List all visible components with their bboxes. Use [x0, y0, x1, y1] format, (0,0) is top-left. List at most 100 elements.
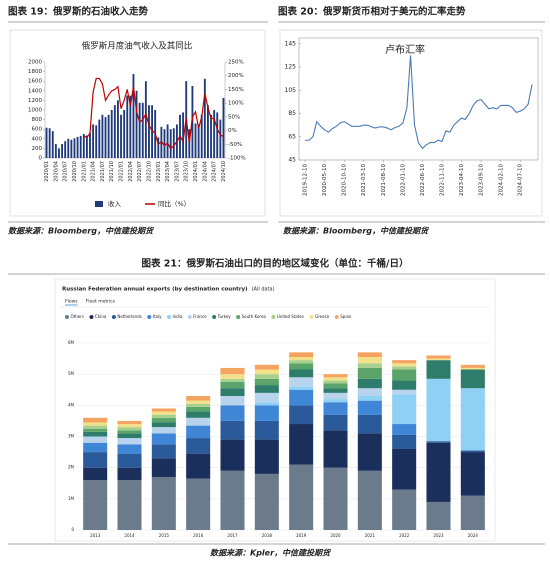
- bar-segment: [254, 405, 279, 421]
- bar-segment: [186, 403, 211, 407]
- bar-segment: [151, 422, 176, 428]
- legend-label[interactable]: Italy: [153, 314, 162, 319]
- bar-segment: [392, 380, 417, 390]
- legend-label[interactable]: China: [95, 314, 107, 319]
- bar-segment: [117, 424, 142, 428]
- bar: [104, 117, 107, 158]
- bar-segment: [254, 364, 279, 370]
- bar-segment: [186, 478, 211, 530]
- y-tick-label: 2000: [28, 60, 42, 66]
- legend-label[interactable]: India: [172, 314, 182, 319]
- bar-segment: [357, 363, 382, 368]
- bar-segment: [289, 360, 314, 364]
- bar: [151, 105, 153, 158]
- legend-swatch: [166, 315, 171, 319]
- bar: [101, 114, 104, 158]
- bar: [172, 128, 175, 158]
- bar: [138, 102, 141, 158]
- bar: [213, 110, 216, 158]
- bar: [182, 112, 185, 158]
- bar-segment: [117, 427, 142, 431]
- x-tick-label: 2020-05-10: [322, 164, 328, 196]
- tab[interactable]: Flows: [65, 299, 78, 305]
- bar: [73, 138, 76, 158]
- bar-segment: [220, 378, 245, 382]
- yoy-line: [83, 77, 224, 150]
- bar: [89, 133, 91, 158]
- bar-segment: [186, 400, 211, 404]
- bar-segment: [289, 424, 314, 465]
- bar-segment: [426, 441, 451, 443]
- y-tick-label: 800: [32, 117, 43, 123]
- bar-segment: [83, 480, 108, 530]
- y-tick-label: 1400: [28, 88, 42, 94]
- bar-segment: [323, 383, 348, 389]
- y-tick-label: 125: [285, 64, 297, 71]
- bar-segment: [117, 467, 142, 481]
- x-tick-label: 2013: [90, 533, 101, 538]
- x-tick-label: 2022: [399, 533, 410, 538]
- legend-label[interactable]: Spain: [340, 314, 352, 319]
- legend-label[interactable]: South Korea: [242, 314, 267, 319]
- bar-segment: [357, 378, 382, 389]
- bar-segment: [426, 358, 451, 361]
- bar-segment: [323, 414, 348, 431]
- legend-label[interactable]: Greece: [315, 314, 330, 319]
- bar-segment: [83, 422, 108, 426]
- bar-segment: [220, 405, 245, 421]
- bar: [216, 112, 219, 158]
- bar: [76, 136, 79, 158]
- legend-swatch: [89, 315, 94, 319]
- bar-segment: [151, 411, 176, 415]
- bar-segment: [254, 439, 279, 474]
- x-tick-label: 2021-08-10: [381, 164, 387, 196]
- legend-swatch: [309, 315, 314, 319]
- bar: [117, 100, 119, 158]
- legend-label[interactable]: Turkey: [217, 314, 232, 319]
- bar-segment: [151, 444, 176, 459]
- bar-segment: [117, 480, 142, 530]
- x-tick-label: 2024/07: [212, 161, 218, 182]
- bar-segment: [186, 453, 211, 479]
- bar: [113, 105, 116, 158]
- x-tick-label: 2021-03-10: [361, 164, 367, 196]
- bar: [144, 81, 147, 158]
- bar-segment: [392, 434, 417, 449]
- bar: [79, 135, 82, 158]
- bar-segment: [357, 400, 382, 415]
- bar-segment: [323, 467, 348, 530]
- bar: [45, 127, 48, 158]
- bar-segment: [323, 430, 348, 468]
- bar-segment: [186, 417, 211, 426]
- bar-segment: [392, 389, 417, 395]
- chart-title: 卢布汇率: [385, 43, 425, 56]
- bar-segment: [392, 424, 417, 435]
- bar: [70, 139, 73, 158]
- legend-label[interactable]: Others: [71, 314, 84, 319]
- bar-segment: [323, 399, 348, 403]
- legend-label[interactable]: France: [193, 314, 207, 319]
- bar: [67, 138, 70, 158]
- bar-segment: [186, 411, 211, 418]
- x-tick-label: 2021/07: [100, 161, 106, 182]
- x-tick-label: 2024/01: [193, 161, 199, 182]
- x-tick-label: 2022-06-10: [420, 164, 426, 196]
- legend-label[interactable]: United States: [277, 314, 304, 319]
- x-tick-label: 2022-01-10: [400, 164, 406, 196]
- x-tick-label: 2023: [433, 533, 444, 538]
- y-tick-label: 6M: [68, 340, 75, 345]
- bar-segment: [289, 363, 314, 370]
- figure-caption: 图表 19：俄罗斯的石油收入走势: [8, 6, 149, 18]
- bar-segment: [151, 477, 176, 530]
- bar-segment: [357, 367, 382, 379]
- bar: [197, 124, 200, 158]
- bar: [188, 129, 191, 158]
- bar: [126, 95, 129, 158]
- bar-segment: [254, 385, 279, 393]
- x-tick-label: 2020/04: [53, 161, 59, 182]
- bar-segment: [357, 357, 382, 364]
- legend-label[interactable]: Netherlands: [117, 314, 141, 319]
- tab[interactable]: Fleet metrics: [86, 299, 116, 305]
- bar-segment: [186, 438, 211, 454]
- x-tick-label: 2021/01: [81, 161, 87, 182]
